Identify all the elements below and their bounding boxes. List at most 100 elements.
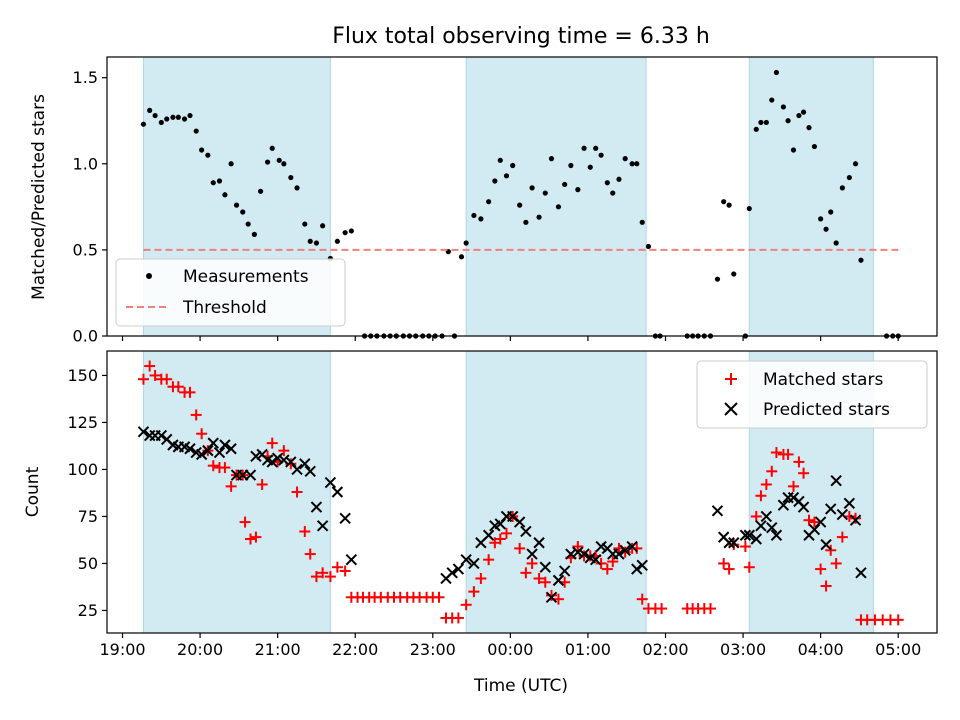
x-tick-label-1: 20:00 [177, 640, 223, 659]
measurement-point-66 [562, 181, 568, 188]
predicted-point-77 [770, 529, 783, 541]
matched-point-90 [718, 557, 730, 569]
matched-point-29 [304, 548, 316, 560]
measurement-point-23 [276, 157, 282, 163]
predicted-point-75 [760, 510, 773, 523]
matched-point-94 [743, 561, 755, 573]
matched-point-18 [239, 516, 251, 528]
matched-point-56 [483, 554, 495, 566]
y-tick-label-bottom-4: 125 [67, 413, 98, 432]
predicted-point-55 [572, 546, 584, 558]
matched-point-119 [892, 614, 904, 626]
predicted-point-39 [468, 557, 480, 570]
measurement-point-80 [645, 243, 652, 250]
predicted-point-89 [836, 508, 849, 521]
measurement-point-64 [548, 156, 555, 162]
measurement-point-34 [348, 228, 354, 234]
measurement-point-20 [257, 188, 264, 194]
bottom-ylabel: Count [23, 466, 43, 517]
measurement-point-112 [852, 161, 859, 167]
predicted-point-12 [207, 437, 219, 449]
measurement-point-107 [823, 226, 829, 232]
matched-point-55 [475, 572, 487, 584]
matched-point-25 [278, 445, 290, 457]
predicted-point-66 [636, 559, 648, 572]
predicted-point-65 [631, 563, 643, 575]
matched-point-23 [266, 437, 278, 449]
measurement-point-62 [536, 214, 542, 220]
matched-point-59 [500, 527, 512, 539]
y-tick-label-top-3: 1.5 [73, 68, 98, 87]
predicted-point-49 [533, 537, 545, 549]
measurement-point-33 [342, 230, 348, 236]
x-tick-label-3: 22:00 [332, 640, 378, 659]
measurement-point-8 [187, 112, 193, 119]
measurement-point-26 [294, 185, 300, 191]
measurement-point-75 [616, 176, 622, 182]
measurement-point-24 [281, 161, 287, 167]
x-tick-label-7: 02:00 [642, 640, 688, 659]
predicted-point-52 [552, 574, 565, 587]
legend-box-bottom [696, 360, 928, 429]
predicted-point-50 [539, 561, 551, 573]
matched-point-70 [572, 541, 584, 553]
matched-point-62 [520, 567, 532, 579]
measurement-point-108 [828, 209, 834, 215]
matched-point-110 [830, 557, 842, 569]
predicted-point-37 [452, 563, 465, 575]
matched-point-0 [137, 373, 149, 385]
measurement-point-55 [492, 178, 498, 184]
matched-point-49 [433, 591, 445, 603]
matched-point-113 [850, 512, 862, 524]
top-axes-frame [106, 56, 938, 337]
legend-label-predicted: Predicted stars [763, 400, 890, 420]
matched-point-102 [787, 480, 799, 492]
matched-point-96 [755, 490, 767, 502]
matched-point-14 [219, 462, 231, 474]
matched-point-64 [533, 572, 545, 584]
predicted-point-11 [202, 444, 214, 457]
predicted-point-58 [589, 553, 602, 566]
measurement-point-9 [193, 128, 199, 134]
measurement-point-95 [758, 119, 764, 126]
measurement-point-32 [334, 238, 340, 244]
predicted-point-13 [213, 446, 226, 459]
predicted-point-18 [244, 469, 257, 481]
measurement-point-76 [622, 156, 628, 162]
matched-point-4 [161, 373, 173, 385]
predicted-point-36 [446, 567, 458, 579]
measurement-point-18 [245, 221, 251, 227]
predicted-point-87 [825, 503, 837, 515]
matched-point-34 [339, 565, 351, 577]
measurement-point-7 [181, 116, 188, 122]
measurement-point-52 [471, 212, 477, 219]
matched-point-93 [739, 541, 751, 553]
x-tick-label-10: 05:00 [875, 640, 921, 659]
y-tick-label-top-0: 0.0 [73, 327, 98, 346]
predicted-point-38 [460, 553, 472, 566]
predicted-point-90 [843, 497, 856, 509]
predicted-point-3 [155, 429, 168, 442]
matched-point-53 [460, 599, 472, 611]
measurement-point-104 [806, 125, 812, 131]
measurement-point-78 [634, 161, 640, 167]
matched-point-12 [207, 460, 219, 472]
predicted-point-59 [595, 540, 607, 553]
measurement-point-12 [210, 180, 216, 186]
measurement-point-17 [240, 209, 246, 215]
measurement-point-101 [790, 147, 797, 153]
measurement-point-70 [587, 164, 593, 170]
measurement-point-106 [818, 216, 824, 222]
predicted-point-10 [195, 448, 208, 461]
bottom-xlabel: Time (UTC) [473, 676, 568, 696]
predicted-point-92 [855, 567, 867, 579]
matched-point-66 [545, 589, 557, 601]
matched-point-99 [770, 447, 782, 459]
predicted-point-82 [797, 501, 810, 513]
measurement-point-16 [233, 202, 240, 208]
measurement-point-100 [785, 118, 791, 124]
predicted-point-91 [849, 514, 862, 526]
measurement-point-51 [463, 240, 469, 246]
x-tick-label-5: 00:00 [487, 640, 533, 659]
predicted-point-78 [777, 499, 790, 511]
